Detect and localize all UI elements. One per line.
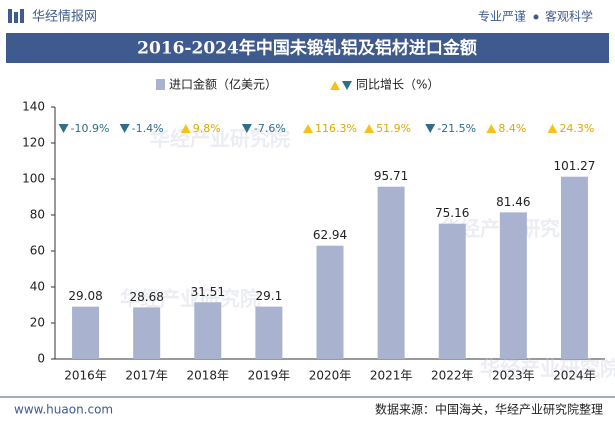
watermark: 华经产业研究院: [150, 127, 290, 151]
x-tick-label: 2017年: [125, 369, 168, 383]
bar: [133, 307, 161, 359]
growth-up-marker: [547, 124, 558, 133]
legend-label: 进口金额（亿美元）: [169, 77, 277, 92]
growth-up-marker: [303, 124, 313, 133]
dot: [533, 14, 539, 20]
growth-label: 116.3%: [315, 122, 357, 135]
title-banner: [6, 33, 609, 63]
x-tick-label: 2021年: [370, 369, 413, 383]
logo-bar: [14, 12, 18, 23]
growth-label: -1.4%: [132, 122, 164, 135]
bar: [499, 212, 527, 359]
y-tick-label: 40: [30, 280, 45, 294]
y-tick-label: 80: [30, 208, 45, 222]
bar: [255, 306, 283, 359]
brand: 华经情报网: [32, 10, 97, 25]
legend-label: 同比增长（%）: [356, 78, 439, 92]
growth-down-marker: [58, 124, 69, 133]
y-tick-label: 60: [30, 244, 45, 258]
y-tick-label: 100: [22, 172, 45, 186]
slogan: 专业严谨: [478, 9, 526, 24]
website: www.huaon.com: [14, 403, 113, 417]
legend-swatch: [342, 81, 352, 90]
value-label: 29.08: [68, 289, 102, 303]
growth-up-marker: [180, 124, 191, 133]
bar: [438, 223, 466, 359]
x-tick-label: 2024年: [553, 369, 596, 383]
logo-bar: [8, 9, 12, 23]
value-label: 75.16: [435, 206, 469, 220]
legend-swatch: [330, 81, 340, 90]
growth-up-marker: [364, 124, 375, 133]
growth-label: -21.5%: [437, 122, 476, 135]
chart-title: 2016-2024年中国未锻轧铝及铝材进口金额: [137, 38, 477, 59]
y-tick-label: 20: [30, 316, 45, 330]
x-tick-label: 2018年: [187, 369, 230, 383]
value-label: 29.1: [256, 289, 283, 303]
growth-label: -10.9%: [71, 122, 110, 135]
value-label: 81.46: [496, 195, 530, 209]
bar: [560, 176, 588, 359]
bar: [316, 245, 344, 359]
growth-label: 51.9%: [376, 122, 411, 135]
logo-bar: [20, 9, 24, 23]
y-tick-label: 140: [22, 100, 45, 114]
bar: [72, 306, 100, 359]
y-tick-label: 120: [22, 136, 45, 150]
growth-label: 9.8%: [193, 122, 221, 135]
legend-swatch: [156, 79, 165, 90]
x-tick-label: 2016年: [64, 369, 107, 383]
growth-up-marker: [486, 124, 497, 133]
bar: [194, 302, 222, 359]
watermark: 华经产业研究院: [480, 357, 615, 381]
value-label: 62.94: [313, 228, 347, 242]
value-label: 31.51: [191, 285, 225, 299]
growth-down-marker: [119, 124, 130, 133]
value-label: 28.68: [129, 290, 163, 304]
growth-down-marker: [425, 124, 436, 133]
growth-label: 8.4%: [498, 122, 526, 135]
y-tick-label: 0: [37, 352, 45, 366]
x-tick-label: 2023年: [492, 369, 535, 383]
x-tick-label: 2019年: [248, 369, 291, 383]
value-label: 101.27: [553, 159, 595, 173]
watermark: 华经产业研究院: [120, 287, 260, 311]
source: 数据来源：中国海关，华经产业研究院整理: [375, 402, 603, 417]
growth-down-marker: [241, 124, 252, 133]
growth-label: 24.3%: [559, 122, 594, 135]
value-label: 95.71: [374, 169, 408, 183]
slogan: 客观科学: [545, 9, 593, 24]
bar: [377, 186, 405, 359]
x-tick-label: 2020年: [309, 369, 352, 383]
growth-label: -7.6%: [254, 122, 286, 135]
x-tick-label: 2022年: [431, 369, 474, 383]
